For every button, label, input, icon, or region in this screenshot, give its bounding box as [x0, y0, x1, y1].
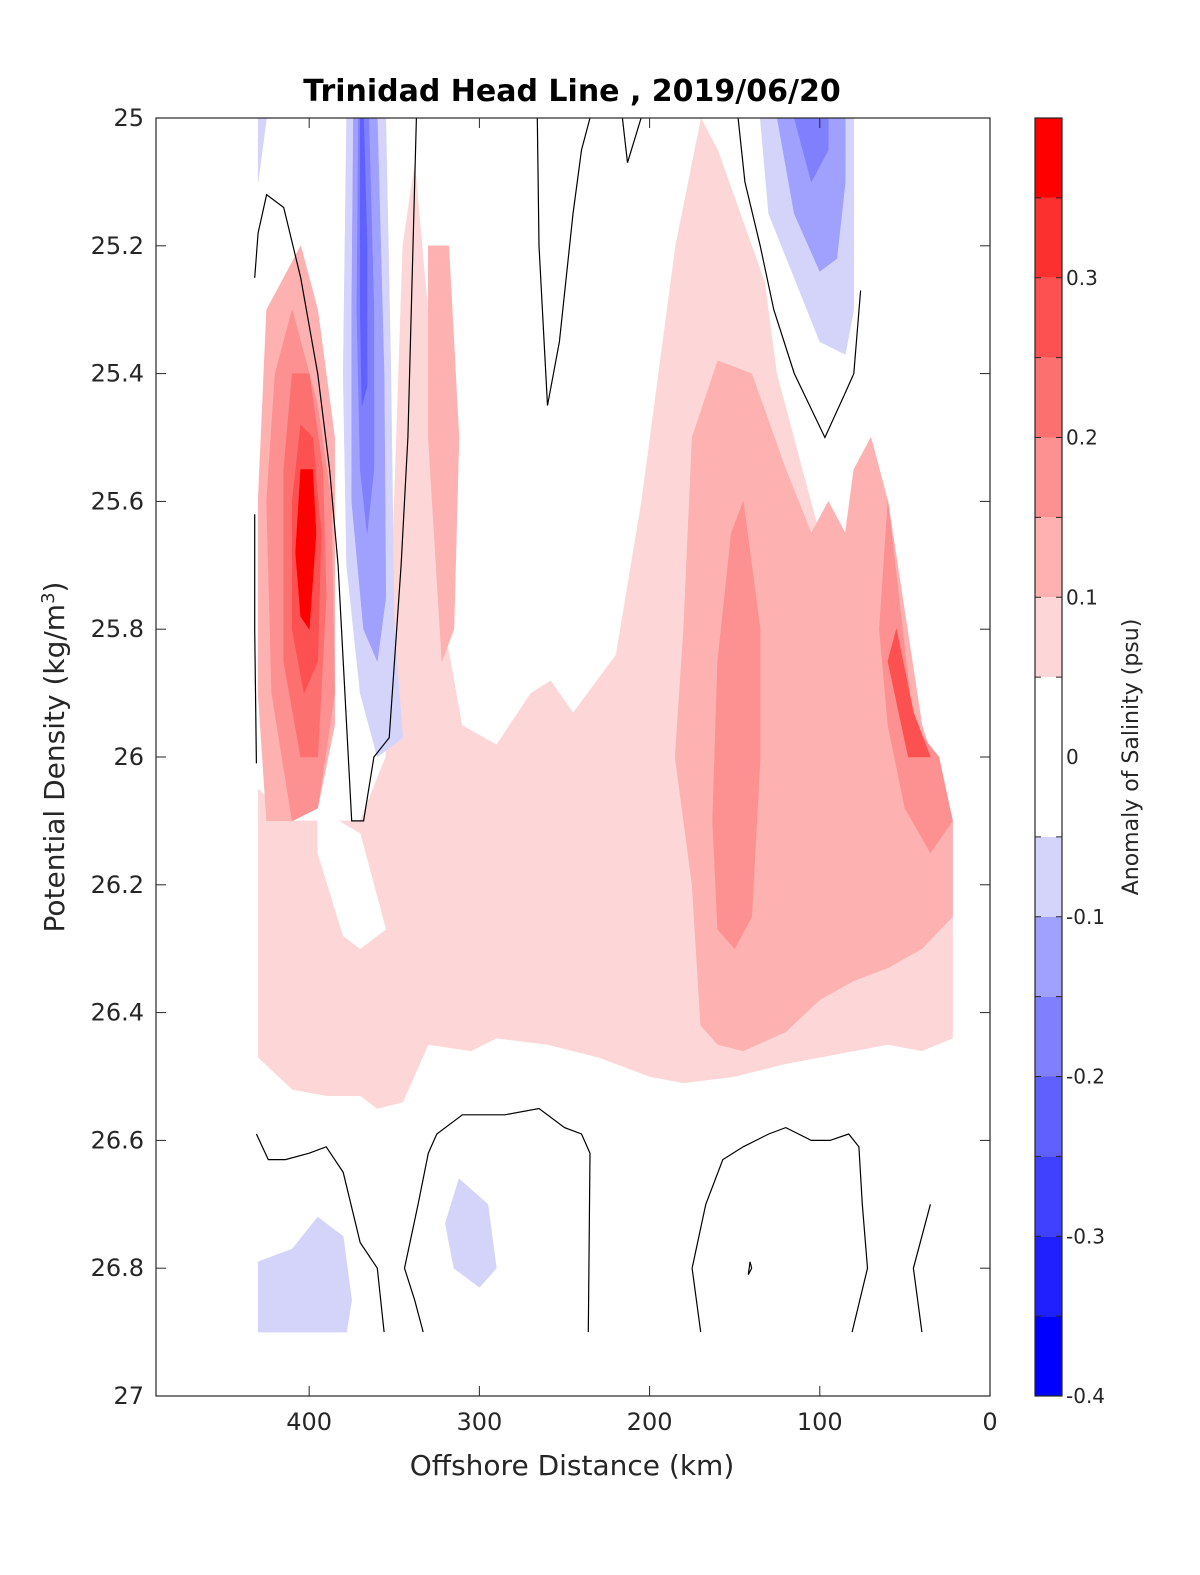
fill-region-14 [295, 469, 317, 630]
colorbar-band-11 [1035, 357, 1062, 438]
y-tick-label: 25.8 [91, 615, 144, 643]
colorbar-band-2 [1035, 1156, 1062, 1237]
contour-line-3 [621, 117, 642, 163]
x-axis: 400 300 200 100 0 [286, 118, 998, 1436]
contour-line-9 [912, 1204, 931, 1333]
y-tick-label: 26.6 [91, 1126, 144, 1154]
colorbar-band-6 [1035, 836, 1062, 917]
contour-line-1 [254, 514, 257, 764]
colorbar-band-14 [1035, 118, 1062, 198]
y-tick-label: 27 [113, 1382, 144, 1410]
contour-line-2 [536, 117, 591, 406]
colorbar-tick-label: 0.3 [1066, 266, 1098, 290]
colorbar-band-0 [1035, 1316, 1062, 1396]
colorbar-tick-label: -0.2 [1066, 1065, 1105, 1089]
fill-region-13 [887, 629, 931, 758]
contour-fills [257, 117, 953, 1333]
colorbar-bands [1035, 118, 1062, 1396]
contour-line-4 [737, 117, 862, 439]
y-tick-label: 26 [113, 743, 144, 771]
y-tick-label: 25.2 [91, 232, 144, 260]
x-tick-label: 300 [456, 1408, 502, 1436]
contour-line-7 [691, 1126, 869, 1333]
contour-line-6 [403, 1107, 591, 1333]
colorbar-band-10 [1035, 437, 1062, 518]
colorbar-band-3 [1035, 1076, 1062, 1157]
contour-line-5 [255, 1133, 385, 1333]
y-axis-title-main: Potential Density (kg/m [38, 604, 71, 933]
fill-region-2 [317, 807, 387, 950]
colorbar-tick-label: 0.2 [1066, 426, 1098, 450]
colorbar-title: Anomaly of Salinity (psu) [1119, 619, 1144, 896]
y-axis-title: Potential Density (kg/m3) [38, 582, 72, 933]
colorbar-ticks: -0.4 -0.3 -0.2 -0.1 0 0.1 0.2 0.3 [1066, 266, 1105, 1408]
colorbar-tick-label: -0.1 [1066, 905, 1105, 929]
colorbar-band-1 [1035, 1236, 1062, 1317]
fill-region-10 [879, 501, 953, 854]
contour-line-0 [254, 117, 417, 822]
fill-region-9 [712, 501, 761, 950]
y-tick-label: 25.4 [91, 360, 144, 388]
x-tick-label: 100 [797, 1408, 843, 1436]
y-tick-label: 26.2 [91, 871, 144, 899]
fill-region-23 [257, 1216, 352, 1333]
colorbar-band-13 [1035, 197, 1062, 278]
y-axis: 25 25.2 25.4 25.6 25.8 26 26.2 26.4 26.6 26.8 27 [91, 104, 990, 1410]
fill-region-6 [428, 245, 460, 662]
colorbar-band-8 [1035, 597, 1062, 678]
x-tick-label: 400 [286, 1408, 332, 1436]
y-axis-title-superscript: 3 [38, 592, 59, 603]
x-tick-label: 200 [627, 1408, 673, 1436]
colorbar-frame [1034, 117, 1063, 1397]
colorbar-band-5 [1035, 916, 1062, 997]
y-axis-title-end: ) [38, 582, 71, 593]
x-axis-title: Offshore Distance (km) [410, 1449, 735, 1482]
y-tick-label: 25.6 [91, 487, 144, 515]
colorbar-tick-label: -0.3 [1066, 1224, 1105, 1248]
colorbar: -0.4 -0.3 -0.2 -0.1 0 0.1 0.2 0.3 Anomaly of Sa… [1034, 117, 1144, 1408]
y-tick-label: 25 [113, 104, 144, 132]
colorbar-tick-label: 0.1 [1066, 585, 1098, 609]
plot-area: 400 300 200 100 0 25 25.2 25.4 25.6 25.8 26 26.2 26… [91, 104, 998, 1436]
colorbar-band-9 [1035, 517, 1062, 598]
y-tick-label: 26.4 [91, 999, 144, 1027]
chart-title: Trinidad Head Line , 2019/06/20 [303, 74, 840, 109]
colorbar-band-12 [1035, 277, 1062, 358]
contour-line-8 [747, 1261, 753, 1275]
y-tick-label: 26.8 [91, 1254, 144, 1282]
contour-lines [254, 117, 931, 1333]
colorbar-band-7 [1035, 677, 1062, 837]
colorbar-tick-label: -0.4 [1066, 1384, 1105, 1408]
x-tick-label: 0 [982, 1408, 997, 1436]
fill-region-24 [445, 1178, 497, 1288]
colorbar-band-4 [1035, 996, 1062, 1077]
colorbar-tick-label: 0 [1066, 745, 1079, 769]
